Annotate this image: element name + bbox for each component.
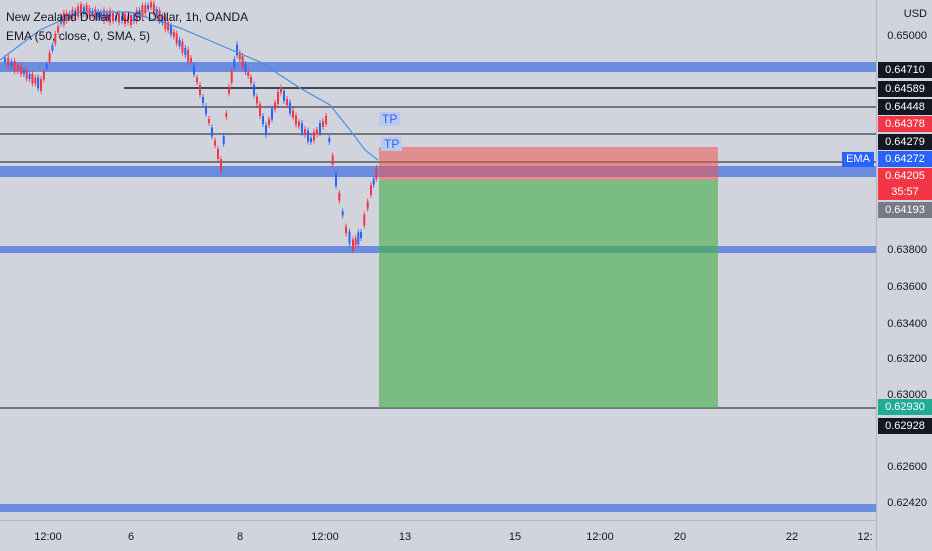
ema-line[interactable] xyxy=(0,11,379,161)
resistance-zone[interactable] xyxy=(0,62,876,72)
price-tag: 0.64272 xyxy=(878,151,932,167)
price-tag: 0.64378 xyxy=(878,116,932,132)
take-profit-zone[interactable] xyxy=(379,180,718,408)
time-tick: 22 xyxy=(785,531,799,543)
symbol-legend[interactable]: New Zealand Dollar / U.S. Dollar, 1h, OA… xyxy=(6,10,249,24)
price-tag: 0.64193 xyxy=(878,202,932,218)
ema-chip[interactable]: EMA xyxy=(842,152,874,167)
price-tag: 0.64205 xyxy=(878,168,932,184)
price-chart[interactable] xyxy=(0,0,876,520)
price-tag: 0.64589 xyxy=(878,81,932,97)
price-tick: 0.62600 xyxy=(887,461,927,473)
currency-label: USD xyxy=(903,8,927,20)
price-tag: 0.64710 xyxy=(878,62,932,78)
price-tick: 0.63400 xyxy=(887,318,927,330)
price-tag: 0.64279 xyxy=(878,134,932,150)
countdown-tag: 35:57 xyxy=(878,184,932,200)
price-tick: 0.62420 xyxy=(887,497,927,509)
support-zone-bottom[interactable] xyxy=(0,504,876,512)
price-tag: 0.64448 xyxy=(878,99,932,115)
price-axis[interactable]: USD 0.65000 0.63800 0.63600 0.63400 0.63… xyxy=(876,0,932,550)
time-tick: 20 xyxy=(673,531,687,543)
time-tick: 15 xyxy=(508,531,522,543)
price-tick: 0.63600 xyxy=(887,281,927,293)
stop-loss-zone[interactable] xyxy=(379,147,718,180)
time-tick: 12:00 xyxy=(34,531,62,543)
time-tick: 12:00 xyxy=(586,531,614,543)
time-axis[interactable]: 12:00 6 8 12:00 13 15 12:00 20 22 12: xyxy=(0,520,876,551)
price-tick: 0.63200 xyxy=(887,353,927,365)
indicator-legend[interactable]: EMA (50, close, 0, SMA, 5) xyxy=(6,29,151,43)
candles xyxy=(4,0,378,254)
tp-label-1[interactable]: TP xyxy=(379,112,401,126)
time-tick: 6 xyxy=(127,531,135,543)
time-tick: 12:00 xyxy=(311,531,339,543)
price-tick: 0.65000 xyxy=(887,30,927,42)
time-tick: 13 xyxy=(398,531,412,543)
price-tick: 0.63000 xyxy=(887,389,927,401)
price-tag: 0.62930 xyxy=(878,399,932,415)
time-tick: 12: xyxy=(857,531,873,543)
time-tick: 8 xyxy=(236,531,244,543)
tp-label-2[interactable]: TP xyxy=(381,137,403,151)
price-tick: 0.63800 xyxy=(887,244,927,256)
price-tag: 0.62928 xyxy=(878,418,932,434)
